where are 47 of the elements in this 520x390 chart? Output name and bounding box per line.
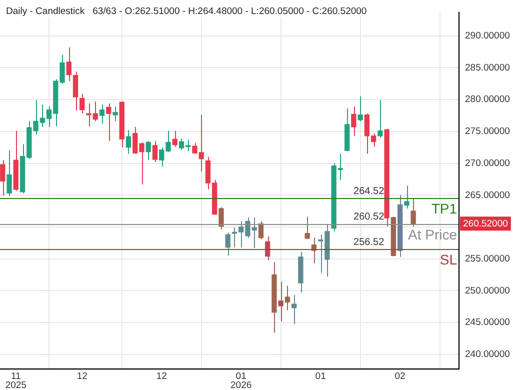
candlestick [292, 294, 297, 325]
y-tick-label: 270.00000 [465, 158, 510, 169]
candlestick [80, 93, 85, 114]
y-tick-label: 285.00000 [465, 62, 510, 74]
x-tick-label: 02 [394, 371, 406, 382]
ref-line-label: SL [440, 251, 458, 268]
candlestick [218, 206, 224, 230]
candlestick [284, 285, 290, 311]
candlestick [72, 71, 78, 111]
annotation: 256.52 [354, 236, 385, 248]
candlestick [225, 232, 230, 256]
x-tick-label: 01 2026 [230, 371, 252, 390]
candlestick [106, 102, 112, 142]
candlestick [66, 46, 72, 82]
x-tick-label: 11 2025 [5, 371, 26, 390]
annotation: 260.52 [354, 211, 385, 222]
candlestick [6, 150, 12, 196]
candlestick [378, 100, 383, 138]
candlestick [410, 198, 416, 228]
y-tick-label: 275.00000 [465, 126, 510, 138]
candlestick [126, 130, 132, 154]
candlestick [278, 281, 284, 322]
y-tick-label: 240.00000 [465, 348, 510, 360]
candlestick [304, 216, 310, 240]
x-tick-label: 12 [76, 371, 88, 382]
y-tick-label: 245.00000 [465, 317, 510, 328]
candlestick [112, 106, 118, 122]
y-tick-label: 265.00000 [465, 190, 510, 201]
candlestick [146, 140, 151, 161]
candlestick [99, 104, 105, 124]
y-tick-label: 280.00000 [465, 94, 510, 106]
candlestick [172, 130, 178, 148]
x-tick-label: 12 [156, 371, 167, 382]
candlestick [404, 185, 410, 209]
y-tick-label: 255.00000 [465, 253, 510, 264]
ref-line-label: At Price [408, 226, 458, 242]
y-tick-label: 290.00000 [465, 30, 510, 42]
annotation: 264.52 [354, 186, 385, 197]
x-tick-label: 01 [315, 371, 326, 382]
candlestick [351, 106, 356, 136]
chart-title: Daily - Candlestick 63/63 - O:262.51000 - H:264.48000 - L:260.05000 - C:260.52000 [6, 6, 367, 17]
ref-line-label: TP1 [431, 200, 458, 216]
candlestick [358, 96, 363, 122]
text: 260.52000 [463, 218, 508, 230]
candlestick [0, 160, 6, 196]
y-tick-label: 250.00000 [465, 285, 510, 296]
candlestick [152, 140, 158, 163]
